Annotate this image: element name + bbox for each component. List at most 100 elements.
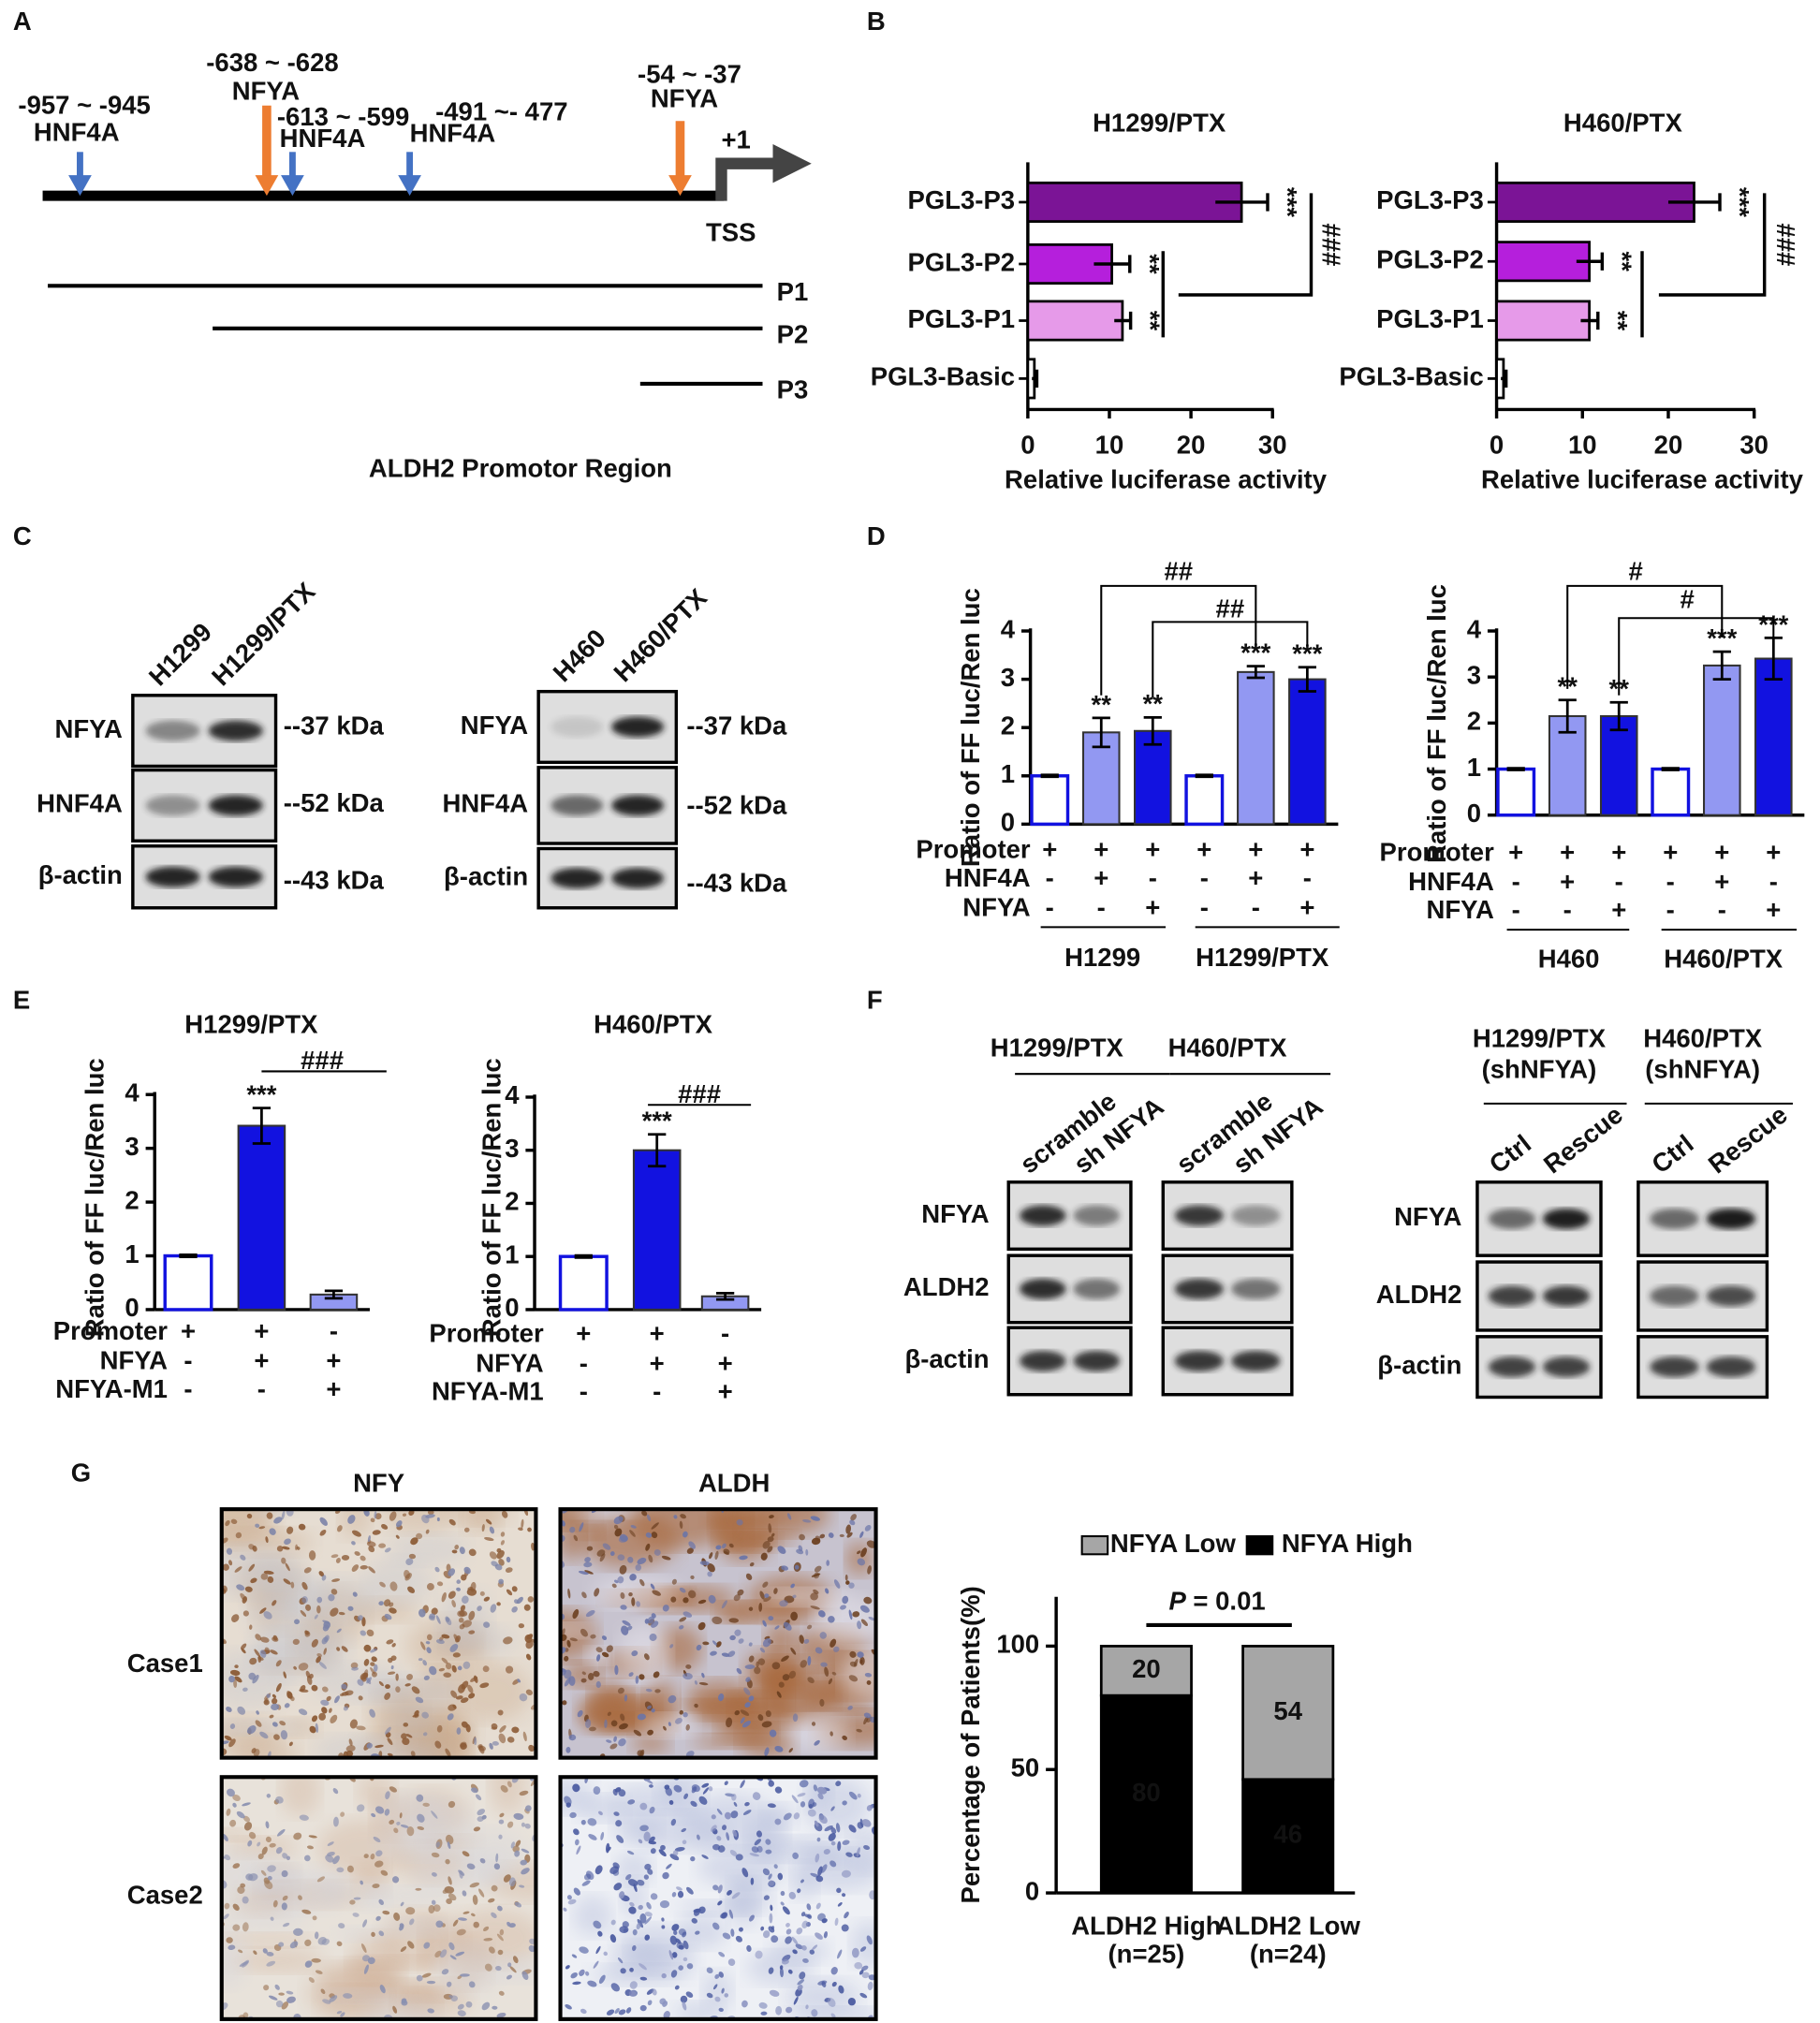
nucleus	[272, 1693, 276, 1699]
nucleus	[654, 1689, 661, 1693]
nucleus	[691, 1917, 697, 1924]
nucleus	[755, 1950, 763, 1959]
nucleus	[690, 1856, 696, 1862]
nucleus	[627, 1879, 638, 1887]
nucleus	[824, 1666, 829, 1678]
nucleus	[283, 1578, 291, 1585]
nucleus	[678, 1944, 684, 1950]
nucleus	[662, 1605, 669, 1612]
nucleus	[639, 1976, 648, 1981]
nucleus	[628, 1990, 637, 1997]
nucleus	[371, 1656, 377, 1663]
nucleus	[682, 1672, 693, 1680]
nucleus	[860, 1619, 869, 1626]
nucleus	[351, 1564, 360, 1572]
nucleus	[749, 1561, 755, 1567]
nucleus	[425, 1641, 431, 1645]
y-axis-label: Ratio of FF luc/Ren luc	[956, 588, 985, 867]
nucleus	[868, 1616, 875, 1621]
band	[1650, 1285, 1699, 1307]
nucleus	[588, 1834, 597, 1840]
significance: **	[1607, 252, 1637, 272]
nucleus	[694, 1680, 697, 1685]
tissue-blob	[560, 1512, 586, 1561]
nucleus	[845, 1852, 853, 1857]
nucleus	[816, 1786, 828, 1795]
x-tick-label: 0	[1020, 431, 1035, 460]
nucleus	[829, 1638, 837, 1648]
nucleus	[685, 1723, 690, 1731]
header-label: H1299/PTX	[991, 1033, 1124, 1062]
nucleus	[387, 1737, 393, 1746]
nucleus	[670, 1818, 677, 1826]
nucleus	[774, 1625, 780, 1630]
nucleus	[461, 1721, 468, 1728]
nucleus	[498, 1578, 505, 1585]
nucleus	[378, 1601, 384, 1606]
nucleus	[308, 1835, 317, 1839]
nucleus	[565, 2004, 572, 2010]
nucleus	[707, 1571, 712, 1577]
nucleus	[252, 1546, 257, 1552]
nucleus	[510, 1841, 515, 1849]
bar	[1288, 678, 1327, 826]
nucleus	[748, 1695, 755, 1702]
nucleus	[406, 1825, 415, 1837]
nucleus	[584, 1570, 594, 1575]
tissue-blob	[614, 1852, 653, 1885]
nucleus	[579, 1970, 585, 1975]
nucleus	[736, 1518, 743, 1526]
nucleus	[864, 1525, 872, 1532]
nucleus	[668, 1694, 677, 1704]
nucleus	[712, 1616, 723, 1625]
condition-sign: +	[1299, 892, 1314, 921]
tissue-blob	[787, 2006, 876, 2019]
nucleus	[861, 1965, 869, 1972]
nucleus	[324, 1635, 330, 1643]
nucleus	[498, 1819, 505, 1825]
nucleus	[628, 1672, 634, 1677]
nucleus	[837, 1949, 843, 1959]
nucleus	[233, 1679, 238, 1689]
nucleus	[714, 1550, 719, 1561]
nucleus	[651, 1708, 655, 1713]
nucleus	[448, 1876, 452, 1885]
row-label: β-actin	[1377, 1350, 1461, 1379]
nucleus	[336, 1525, 343, 1532]
nucleus	[786, 1513, 792, 1520]
nucleus	[326, 1695, 331, 1702]
nucleus	[270, 1916, 274, 1921]
bar	[632, 1149, 682, 1311]
nucleus	[234, 1676, 242, 1683]
nucleus	[244, 1586, 253, 1592]
band	[550, 716, 604, 738]
category-label: PGL3-P2	[1376, 245, 1484, 274]
row-label: β-actin	[904, 1344, 989, 1373]
nucleus	[783, 1621, 792, 1631]
tss-arrow	[715, 157, 779, 201]
lane-label: Rescue	[1703, 1100, 1793, 1180]
significance: ***	[642, 1107, 672, 1136]
nucleus	[733, 1801, 738, 1807]
nucleus	[385, 1791, 390, 1800]
nucleus	[298, 1663, 309, 1671]
nucleus	[649, 1784, 653, 1788]
nucleus	[316, 1653, 322, 1658]
nucleus	[339, 1693, 345, 1697]
nucleus	[593, 1960, 599, 1969]
nucleus	[742, 1810, 752, 1815]
nucleus	[332, 1855, 340, 1865]
nucleus	[278, 1942, 285, 1947]
nucleus	[718, 2007, 724, 2013]
nucleus	[833, 1646, 840, 1652]
condition-sign: +	[718, 1348, 733, 1377]
y-tick-label: 2	[125, 1185, 139, 1214]
nucleus	[349, 1719, 358, 1729]
nucleus	[434, 1740, 442, 1749]
nucleus	[521, 1518, 524, 1529]
nucleus	[352, 1913, 360, 1917]
nucleus	[622, 1921, 629, 1928]
condition-label: NFYA-M1	[432, 1377, 544, 1406]
nucleus	[740, 1780, 745, 1789]
nucleus	[477, 1809, 486, 1816]
